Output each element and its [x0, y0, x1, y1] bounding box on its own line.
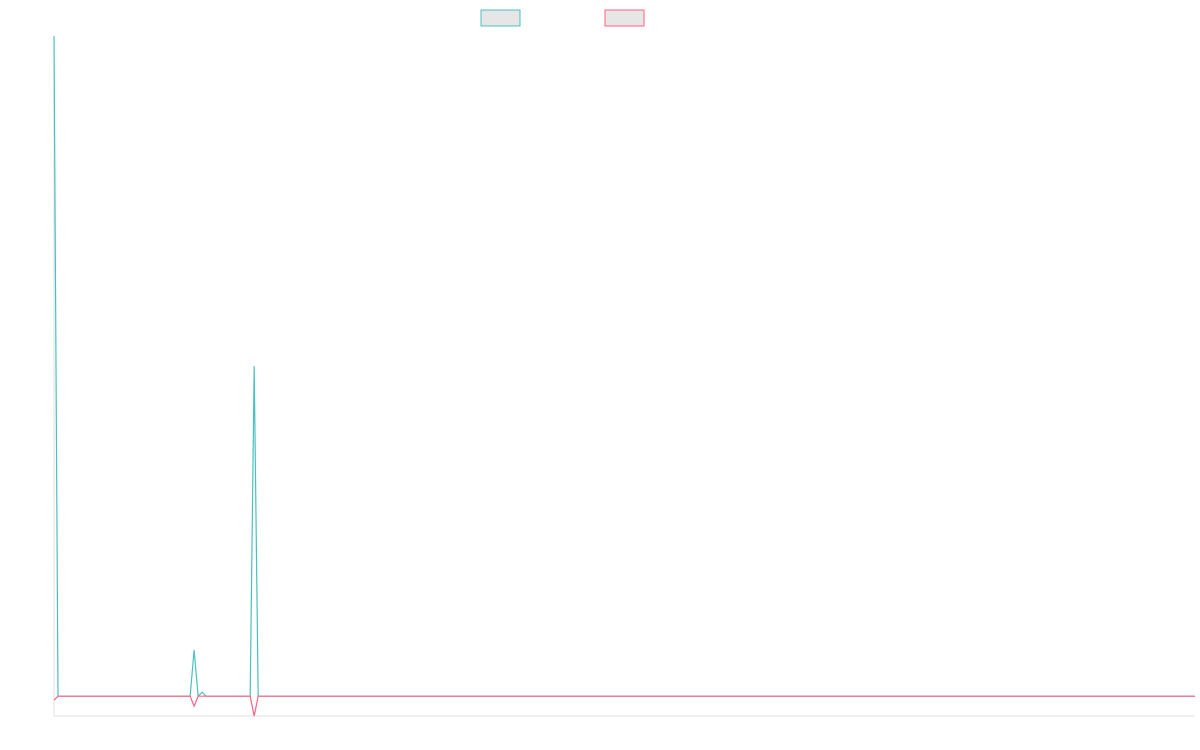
line-series — [53, 35, 1195, 698]
legend-swatch — [604, 9, 645, 27]
line-series — [53, 695, 1195, 717]
legend-swatch — [480, 9, 521, 27]
